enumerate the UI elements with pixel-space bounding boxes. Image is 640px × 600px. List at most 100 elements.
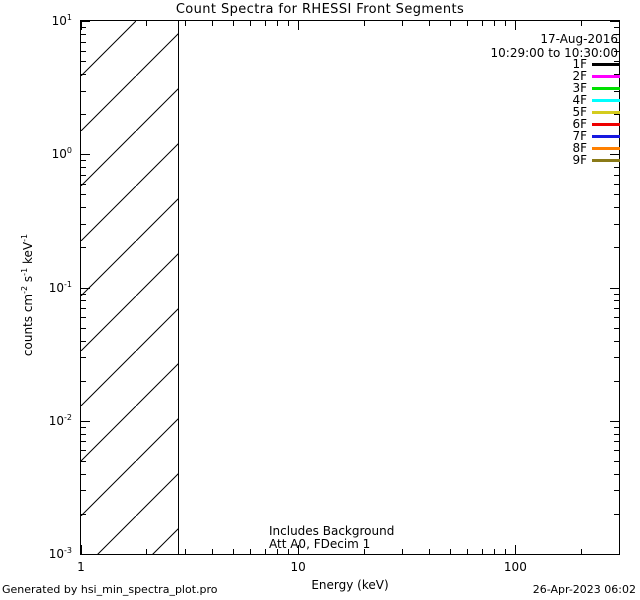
y-tick-minor bbox=[81, 50, 86, 52]
annotation-attenuator: Att A0, FDecim 1 bbox=[269, 537, 371, 551]
legend-label: 7F bbox=[572, 129, 587, 143]
y-tick-minor bbox=[614, 167, 619, 169]
y-tick-label: 10-1 bbox=[48, 279, 72, 295]
y-tick-minor bbox=[81, 473, 86, 475]
legend-color-swatch bbox=[592, 74, 620, 78]
x-tick-minor bbox=[580, 549, 582, 554]
y-tick-minor bbox=[614, 473, 619, 475]
y-tick-major bbox=[610, 420, 619, 422]
y-tick-minor bbox=[81, 247, 86, 249]
y-tick-minor bbox=[81, 74, 86, 76]
x-tick-minor bbox=[288, 549, 290, 554]
x-tick-major bbox=[81, 545, 82, 554]
x-tick-minor bbox=[232, 549, 234, 554]
legend-item-7F[interactable]: 7F bbox=[470, 129, 620, 143]
legend-item-8F[interactable]: 8F bbox=[470, 141, 620, 155]
y-tick-minor bbox=[81, 90, 86, 92]
y-tick-minor bbox=[614, 317, 619, 319]
y-tick-minor bbox=[614, 207, 619, 209]
legend-color-swatch bbox=[592, 62, 620, 66]
legend-item-4F[interactable]: 4F bbox=[470, 93, 620, 107]
legend-item-2F[interactable]: 2F bbox=[470, 69, 620, 83]
y-axis-title: counts cm-2 s-1 keV-1 bbox=[20, 233, 35, 357]
y-tick-major bbox=[610, 554, 619, 555]
annotation-background: Includes Background bbox=[269, 524, 395, 538]
y-tick-minor bbox=[614, 223, 619, 225]
y-tick-minor bbox=[81, 340, 86, 342]
legend-item-3F[interactable]: 3F bbox=[470, 81, 620, 95]
legend-item-6F[interactable]: 6F bbox=[470, 117, 620, 131]
y-tick-minor bbox=[81, 460, 86, 462]
legend-label: 3F bbox=[572, 81, 587, 95]
y-tick-minor bbox=[81, 174, 86, 176]
y-tick-minor bbox=[81, 207, 86, 209]
legend-label: 6F bbox=[572, 117, 587, 131]
legend-label: 4F bbox=[572, 93, 587, 107]
y-tick-minor bbox=[81, 380, 86, 382]
x-tick-minor bbox=[232, 21, 234, 26]
y-tick-minor bbox=[614, 90, 619, 92]
legend-label: 5F bbox=[572, 105, 587, 119]
x-tick-minor bbox=[481, 21, 483, 26]
y-tick-minor bbox=[81, 450, 86, 452]
x-tick-minor bbox=[277, 21, 279, 26]
x-tick-minor bbox=[288, 21, 290, 26]
legend-item-9F[interactable]: 9F bbox=[470, 153, 620, 167]
y-tick-minor bbox=[81, 317, 86, 319]
x-tick-minor bbox=[146, 549, 148, 554]
x-tick-major bbox=[515, 21, 517, 30]
x-tick-minor bbox=[264, 549, 266, 554]
y-tick-minor bbox=[81, 433, 86, 435]
x-tick-minor bbox=[494, 21, 496, 26]
y-tick-minor bbox=[614, 293, 619, 295]
y-tick-minor bbox=[614, 174, 619, 176]
y-tick-major bbox=[81, 154, 90, 156]
x-tick-minor bbox=[505, 549, 507, 554]
y-tick-label: 101 bbox=[51, 13, 72, 29]
y-tick-minor bbox=[614, 41, 619, 43]
plot-frame: Includes Background Att A0, FDecim 1 bbox=[80, 20, 620, 555]
x-tick-minor bbox=[401, 549, 403, 554]
y-tick-minor bbox=[81, 293, 86, 295]
x-tick-minor bbox=[428, 549, 430, 554]
y-tick-minor bbox=[81, 27, 86, 29]
y-tick-minor bbox=[81, 194, 86, 196]
y-tick-major bbox=[610, 21, 619, 22]
page-title: Count Spectra for RHESSI Front Segments bbox=[175, 2, 465, 17]
y-tick-minor bbox=[614, 27, 619, 29]
y-tick-minor bbox=[614, 194, 619, 196]
legend-label: 1F bbox=[572, 57, 587, 71]
y-tick-minor bbox=[81, 114, 86, 116]
legend-color-swatch bbox=[592, 146, 620, 150]
legend-item-1F[interactable]: 1F bbox=[470, 57, 620, 71]
x-tick-minor bbox=[363, 21, 365, 26]
x-tick-minor bbox=[264, 21, 266, 26]
y-tick-minor bbox=[81, 357, 86, 359]
y-tick-minor bbox=[81, 490, 86, 492]
legend-label: 8F bbox=[572, 141, 587, 155]
observation-time-range: 10:29:00 to 10:30:00 bbox=[490, 46, 618, 60]
y-tick-minor bbox=[614, 247, 619, 249]
y-tick-minor bbox=[614, 490, 619, 492]
y-tick-minor bbox=[614, 183, 619, 185]
y-tick-minor bbox=[81, 441, 86, 443]
x-tick-minor bbox=[211, 21, 213, 26]
x-tick-minor bbox=[619, 21, 620, 26]
x-tick-minor bbox=[467, 549, 469, 554]
y-tick-minor bbox=[81, 33, 86, 35]
x-tick-label: 10 bbox=[290, 560, 306, 574]
y-tick-minor bbox=[614, 450, 619, 452]
y-tick-minor bbox=[614, 357, 619, 359]
plot-annotations: Includes Background Att A0, FDecim 1 bbox=[269, 525, 394, 551]
y-tick-minor bbox=[81, 513, 86, 515]
x-tick-minor bbox=[449, 21, 451, 26]
observation-date: 17-Aug-2016 bbox=[540, 32, 618, 46]
y-tick-minor bbox=[614, 380, 619, 382]
x-tick-minor bbox=[449, 549, 451, 554]
legend-color-swatch bbox=[592, 86, 620, 90]
x-tick-minor bbox=[277, 549, 279, 554]
legend-item-5F[interactable]: 5F bbox=[470, 105, 620, 119]
legend-color-swatch bbox=[592, 110, 620, 114]
x-tick-minor bbox=[363, 549, 365, 554]
y-tick-major bbox=[81, 554, 90, 555]
